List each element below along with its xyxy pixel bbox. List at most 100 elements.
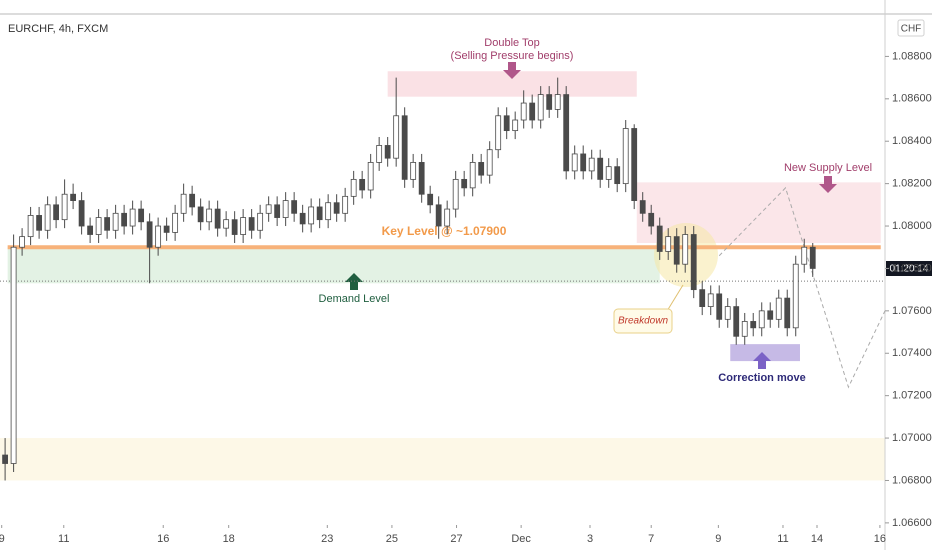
candle-body bbox=[469, 162, 476, 189]
candle-body bbox=[665, 236, 672, 252]
candle-body bbox=[61, 193, 68, 221]
arrow-up bbox=[753, 352, 771, 369]
annotation: Correction move bbox=[718, 372, 805, 384]
candle-body bbox=[257, 212, 264, 231]
x-tick-label: 16 bbox=[157, 533, 169, 545]
candle-body bbox=[741, 321, 748, 337]
candle-body bbox=[87, 225, 94, 235]
candle-body bbox=[333, 202, 340, 214]
y-tick-label: 1.08600 bbox=[892, 93, 932, 105]
candle-body bbox=[53, 204, 60, 221]
y-tick-label: 1.08800 bbox=[892, 50, 932, 62]
annotation: Breakdown bbox=[618, 316, 668, 327]
candle-body bbox=[452, 178, 459, 210]
candle-body bbox=[784, 297, 791, 329]
candle-body bbox=[809, 246, 816, 269]
x-tick-label: 14 bbox=[811, 533, 823, 545]
currency: CHF bbox=[901, 24, 922, 35]
candle-body bbox=[707, 293, 714, 308]
candle-body bbox=[350, 178, 357, 197]
candle-body bbox=[376, 145, 383, 163]
candle-body bbox=[478, 162, 485, 176]
candle-body bbox=[656, 225, 663, 252]
y-tick-label: 1.07600 bbox=[892, 305, 932, 317]
candle-body bbox=[588, 157, 595, 172]
candle-body bbox=[274, 204, 281, 218]
candle-body bbox=[240, 217, 247, 235]
candle-body bbox=[495, 115, 502, 151]
x-tick-label: 18 bbox=[223, 533, 235, 545]
y-tick-label: 1.07400 bbox=[892, 347, 932, 359]
candle-body bbox=[36, 215, 43, 231]
annotation: Key Level @ ~1.07900 bbox=[382, 224, 507, 238]
arrow-down bbox=[819, 176, 837, 193]
candle-body bbox=[529, 102, 536, 121]
zone bbox=[7, 247, 660, 284]
candle-body bbox=[699, 289, 706, 308]
candle-body bbox=[138, 208, 145, 223]
candle-body bbox=[189, 193, 196, 208]
candle-body bbox=[206, 208, 213, 223]
candle-body bbox=[112, 212, 119, 231]
marks bbox=[0, 77, 886, 481]
candle-body bbox=[614, 166, 621, 185]
candle-body bbox=[444, 208, 451, 227]
countdown-box bbox=[886, 261, 932, 276]
y-tick-label: 1.08200 bbox=[892, 178, 932, 190]
y-tick-label: 1.08400 bbox=[892, 135, 932, 147]
annotation: New Supply Level bbox=[784, 162, 872, 174]
annotation: (Selling Pressure begins) bbox=[451, 50, 574, 62]
candle-body bbox=[342, 195, 349, 214]
candle-body bbox=[223, 219, 230, 229]
candle-body bbox=[410, 162, 417, 180]
candle-body bbox=[563, 94, 570, 172]
candle-body bbox=[546, 94, 553, 110]
candle-body bbox=[673, 236, 680, 265]
candle-body bbox=[155, 225, 162, 248]
candle-body bbox=[78, 200, 85, 227]
x-tick-label: 23 bbox=[321, 533, 333, 545]
candle-body bbox=[503, 115, 510, 132]
x-tick-label: 3 bbox=[587, 533, 593, 545]
candle-body bbox=[418, 162, 425, 195]
x-tick-label: 9 bbox=[715, 533, 721, 545]
candle-body bbox=[44, 204, 51, 231]
candle-body bbox=[775, 297, 782, 320]
candle-body bbox=[129, 208, 136, 227]
candle-body bbox=[308, 206, 315, 225]
candle-body bbox=[384, 145, 391, 159]
candle-body bbox=[291, 200, 298, 214]
candle-body bbox=[282, 200, 289, 218]
candle-body bbox=[554, 94, 561, 110]
candle-body bbox=[520, 102, 527, 121]
candle-body bbox=[95, 217, 102, 235]
x-tick-label: Dec bbox=[511, 533, 531, 545]
candle-body bbox=[214, 208, 221, 229]
annotation: Demand Level bbox=[319, 293, 390, 305]
x-tick-label: 27 bbox=[450, 533, 462, 545]
breakdown-box bbox=[613, 308, 673, 334]
candle-body bbox=[461, 178, 468, 189]
candle-body bbox=[537, 94, 544, 121]
candle-body bbox=[767, 310, 774, 320]
candle-body bbox=[605, 166, 612, 180]
candle-body bbox=[248, 217, 255, 231]
candle-body bbox=[70, 193, 77, 201]
zones bbox=[0, 71, 885, 481]
candle-body bbox=[571, 153, 578, 172]
candle-body bbox=[792, 263, 799, 329]
candle-body bbox=[27, 215, 34, 238]
y-tick-label: 1.07000 bbox=[892, 432, 932, 444]
candle-body bbox=[299, 212, 306, 225]
y-tick-label: 1.07800 bbox=[892, 262, 932, 274]
candle-body bbox=[435, 204, 442, 227]
currency-badge[interactable] bbox=[897, 19, 925, 37]
candle-body bbox=[2, 454, 9, 464]
candle-body bbox=[597, 157, 604, 180]
candle-body bbox=[690, 234, 697, 291]
y-tick-label: 1.07200 bbox=[892, 390, 932, 402]
candle-body bbox=[359, 178, 366, 191]
candle-body bbox=[486, 149, 493, 176]
candle-body bbox=[10, 246, 17, 464]
y-tick-label: 1.06600 bbox=[892, 517, 932, 529]
